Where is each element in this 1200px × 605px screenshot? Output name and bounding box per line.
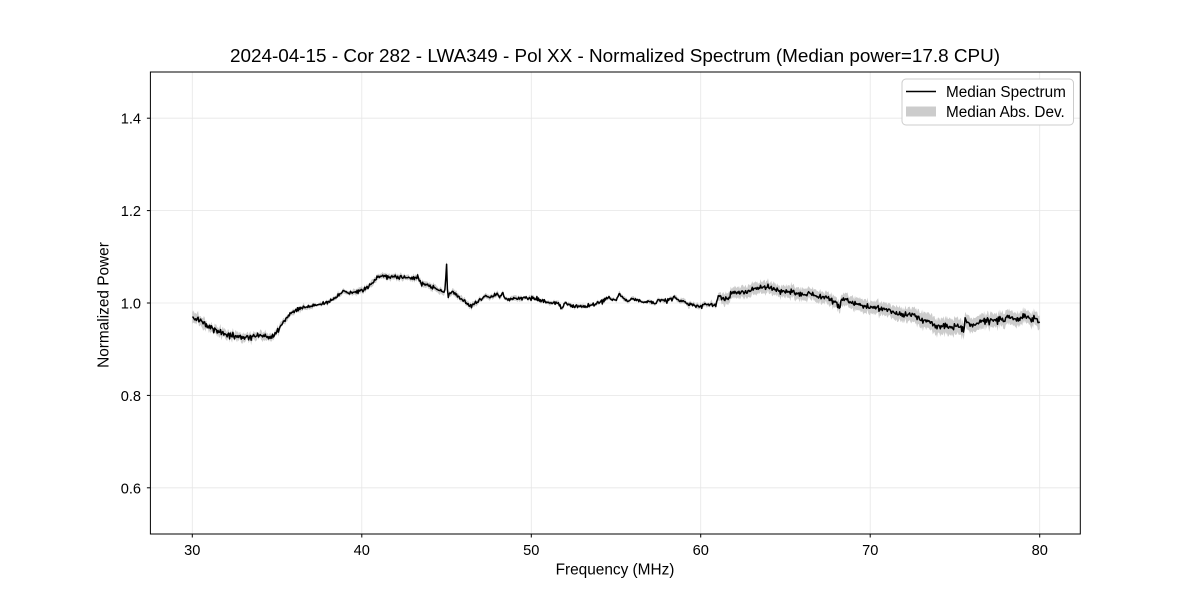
svg-text:40: 40 bbox=[354, 543, 370, 559]
svg-text:70: 70 bbox=[862, 543, 878, 559]
svg-text:Median Abs. Dev.: Median Abs. Dev. bbox=[946, 104, 1065, 121]
svg-text:80: 80 bbox=[1032, 543, 1048, 559]
svg-text:Median Spectrum: Median Spectrum bbox=[946, 84, 1066, 101]
svg-text:2024-04-15 - Cor 282 - LWA349: 2024-04-15 - Cor 282 - LWA349 - Pol XX -… bbox=[230, 46, 1000, 67]
svg-text:Frequency (MHz): Frequency (MHz) bbox=[556, 562, 675, 579]
svg-text:0.6: 0.6 bbox=[121, 481, 141, 497]
svg-text:Normalized Power: Normalized Power bbox=[96, 242, 113, 368]
svg-text:60: 60 bbox=[693, 543, 709, 559]
svg-text:30: 30 bbox=[184, 543, 200, 559]
svg-text:1.0: 1.0 bbox=[121, 297, 141, 313]
svg-text:0.8: 0.8 bbox=[121, 389, 141, 405]
svg-text:1.4: 1.4 bbox=[121, 112, 141, 128]
svg-text:50: 50 bbox=[523, 543, 539, 559]
svg-text:1.2: 1.2 bbox=[121, 204, 141, 220]
